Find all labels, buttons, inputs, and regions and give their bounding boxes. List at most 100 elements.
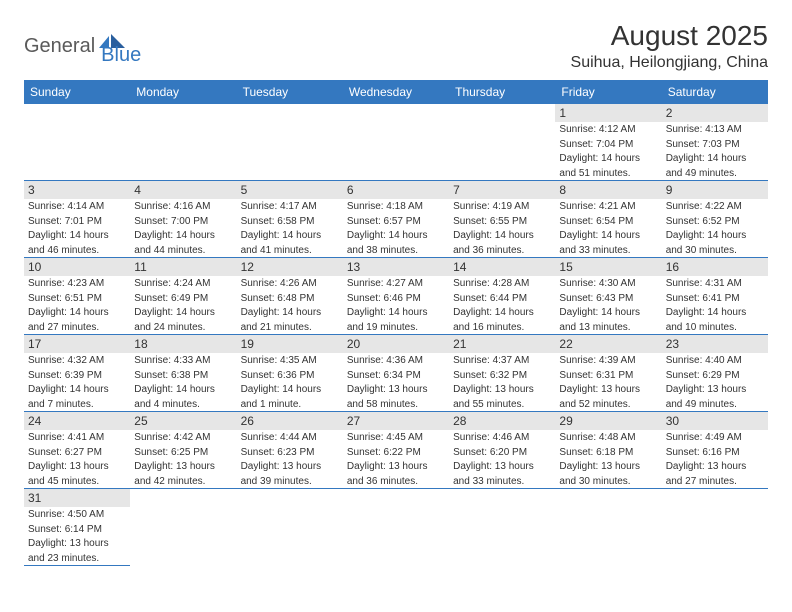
day-number: 30 xyxy=(662,412,768,430)
day-number: 17 xyxy=(24,335,130,353)
day-detail: Sunrise: 4:46 AM xyxy=(449,430,555,445)
day-detail: and 42 minutes. xyxy=(130,474,236,489)
day-detail: and 1 minute. xyxy=(237,397,343,412)
day-number: 11 xyxy=(130,258,236,276)
month-title: August 2025 xyxy=(571,20,768,52)
day-detail: Sunrise: 4:32 AM xyxy=(24,353,130,368)
day-detail: Sunset: 7:03 PM xyxy=(662,137,768,152)
day-number: 9 xyxy=(662,181,768,199)
day-number: 23 xyxy=(662,335,768,353)
day-number: 12 xyxy=(237,258,343,276)
day-detail: and 24 minutes. xyxy=(130,320,236,335)
day-detail: Daylight: 14 hours xyxy=(555,305,661,320)
day-detail: Sunrise: 4:50 AM xyxy=(24,507,130,522)
calendar-cell: 20Sunrise: 4:36 AMSunset: 6:34 PMDayligh… xyxy=(343,335,449,412)
day-detail: Daylight: 13 hours xyxy=(343,382,449,397)
day-detail: and 4 minutes. xyxy=(130,397,236,412)
day-detail: Sunrise: 4:49 AM xyxy=(662,430,768,445)
calendar-cell: 3Sunrise: 4:14 AMSunset: 7:01 PMDaylight… xyxy=(24,181,130,258)
calendar-cell: 31Sunrise: 4:50 AMSunset: 6:14 PMDayligh… xyxy=(24,489,130,566)
day-number: 8 xyxy=(555,181,661,199)
location: Suihua, Heilongjiang, China xyxy=(571,54,768,72)
day-number: 29 xyxy=(555,412,661,430)
calendar-cell: 1Sunrise: 4:12 AMSunset: 7:04 PMDaylight… xyxy=(555,104,661,181)
day-detail: and 27 minutes. xyxy=(24,320,130,335)
calendar-cell: 24Sunrise: 4:41 AMSunset: 6:27 PMDayligh… xyxy=(24,412,130,489)
calendar-week: 31Sunrise: 4:50 AMSunset: 6:14 PMDayligh… xyxy=(24,489,768,566)
day-detail: and 10 minutes. xyxy=(662,320,768,335)
calendar-week: 10Sunrise: 4:23 AMSunset: 6:51 PMDayligh… xyxy=(24,258,768,335)
calendar-cell: 5Sunrise: 4:17 AMSunset: 6:58 PMDaylight… xyxy=(237,181,343,258)
day-detail: Sunset: 6:55 PM xyxy=(449,214,555,229)
day-detail: Sunset: 6:57 PM xyxy=(343,214,449,229)
day-detail: Sunrise: 4:19 AM xyxy=(449,199,555,214)
day-detail: and 49 minutes. xyxy=(662,397,768,412)
day-detail: Sunset: 6:32 PM xyxy=(449,368,555,383)
calendar-cell: 18Sunrise: 4:33 AMSunset: 6:38 PMDayligh… xyxy=(130,335,236,412)
day-detail: Sunrise: 4:35 AM xyxy=(237,353,343,368)
day-detail: Daylight: 14 hours xyxy=(449,228,555,243)
day-detail: Sunrise: 4:36 AM xyxy=(343,353,449,368)
day-detail: Sunrise: 4:42 AM xyxy=(130,430,236,445)
day-detail: Daylight: 13 hours xyxy=(24,459,130,474)
col-wednesday: Wednesday xyxy=(343,80,449,104)
day-detail: Sunrise: 4:28 AM xyxy=(449,276,555,291)
day-number: 1 xyxy=(555,104,661,122)
logo: General Blue xyxy=(24,26,141,67)
day-detail: and 45 minutes. xyxy=(24,474,130,489)
day-detail: and 58 minutes. xyxy=(343,397,449,412)
day-detail: Sunrise: 4:17 AM xyxy=(237,199,343,214)
day-detail: Sunset: 6:18 PM xyxy=(555,445,661,460)
calendar-cell xyxy=(449,104,555,181)
day-detail: Sunrise: 4:33 AM xyxy=(130,353,236,368)
day-detail: Sunset: 6:20 PM xyxy=(449,445,555,460)
day-detail: Sunset: 6:49 PM xyxy=(130,291,236,306)
calendar-cell: 22Sunrise: 4:39 AMSunset: 6:31 PMDayligh… xyxy=(555,335,661,412)
day-number: 2 xyxy=(662,104,768,122)
day-detail: Sunrise: 4:13 AM xyxy=(662,122,768,137)
day-detail: Daylight: 14 hours xyxy=(130,228,236,243)
day-detail: and 16 minutes. xyxy=(449,320,555,335)
day-detail: Sunrise: 4:41 AM xyxy=(24,430,130,445)
day-detail: Daylight: 14 hours xyxy=(237,228,343,243)
day-detail: and 27 minutes. xyxy=(662,474,768,489)
calendar-cell xyxy=(24,104,130,181)
day-number: 19 xyxy=(237,335,343,353)
calendar-week: 24Sunrise: 4:41 AMSunset: 6:27 PMDayligh… xyxy=(24,412,768,489)
day-number: 16 xyxy=(662,258,768,276)
calendar-cell: 6Sunrise: 4:18 AMSunset: 6:57 PMDaylight… xyxy=(343,181,449,258)
day-detail: Sunset: 6:36 PM xyxy=(237,368,343,383)
day-detail: Sunset: 6:54 PM xyxy=(555,214,661,229)
day-detail: Sunrise: 4:23 AM xyxy=(24,276,130,291)
logo-text-blue: Blue xyxy=(101,44,141,67)
calendar-body: 1Sunrise: 4:12 AMSunset: 7:04 PMDaylight… xyxy=(24,104,768,566)
day-detail: Sunset: 6:34 PM xyxy=(343,368,449,383)
day-detail: Sunset: 7:01 PM xyxy=(24,214,130,229)
calendar-cell: 28Sunrise: 4:46 AMSunset: 6:20 PMDayligh… xyxy=(449,412,555,489)
day-detail: and 23 minutes. xyxy=(24,551,130,566)
day-number: 26 xyxy=(237,412,343,430)
day-number: 13 xyxy=(343,258,449,276)
day-detail: Sunset: 6:43 PM xyxy=(555,291,661,306)
day-detail: and 39 minutes. xyxy=(237,474,343,489)
day-detail: Daylight: 14 hours xyxy=(24,228,130,243)
day-detail: and 33 minutes. xyxy=(555,243,661,258)
day-detail: Sunset: 7:04 PM xyxy=(555,137,661,152)
calendar-cell xyxy=(237,104,343,181)
day-detail: and 41 minutes. xyxy=(237,243,343,258)
day-detail: and 52 minutes. xyxy=(555,397,661,412)
col-friday: Friday xyxy=(555,80,661,104)
day-detail: Daylight: 13 hours xyxy=(449,382,555,397)
day-detail: Sunrise: 4:30 AM xyxy=(555,276,661,291)
day-detail: and 46 minutes. xyxy=(24,243,130,258)
day-detail: Sunset: 6:23 PM xyxy=(237,445,343,460)
day-detail: Sunrise: 4:26 AM xyxy=(237,276,343,291)
day-number: 25 xyxy=(130,412,236,430)
calendar-cell: 23Sunrise: 4:40 AMSunset: 6:29 PMDayligh… xyxy=(662,335,768,412)
day-number: 15 xyxy=(555,258,661,276)
calendar-cell: 21Sunrise: 4:37 AMSunset: 6:32 PMDayligh… xyxy=(449,335,555,412)
day-number: 27 xyxy=(343,412,449,430)
day-detail: Sunrise: 4:18 AM xyxy=(343,199,449,214)
col-tuesday: Tuesday xyxy=(237,80,343,104)
day-detail: and 55 minutes. xyxy=(449,397,555,412)
